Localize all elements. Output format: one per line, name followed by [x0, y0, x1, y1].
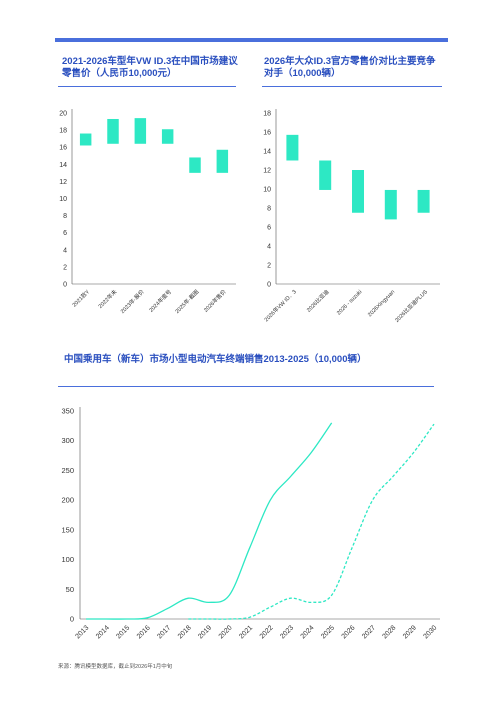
- chart1-y-tick-label: 0: [63, 282, 67, 289]
- chart1-y-tick-label: 4: [63, 247, 67, 254]
- chart3-x-tick-label: 2029: [402, 624, 418, 640]
- chart3-x-tick-label: 2013: [74, 624, 90, 640]
- chart3-y-tick-label: 150: [61, 525, 74, 534]
- chart2-x-tick-label: 2026Xingyuan: [367, 289, 396, 318]
- chart2-x-tick-label: 2026比亚迪: [305, 287, 331, 313]
- chart1-x-tick-label: 2022年未: [96, 287, 118, 309]
- chart3-title: 中国乘用车（新车）市场小型电动汽车终端销售2013-2025（10,000辆）: [64, 354, 367, 365]
- chart2-y-tick-label: 16: [263, 130, 271, 137]
- chart3-x-tick-label: 2020: [218, 624, 234, 640]
- chart2-x-tick-label: 2026比亚迪PLUS: [393, 288, 429, 324]
- chart1-x-tick-label: 2023年·股价: [118, 287, 146, 315]
- chart1-bar: [134, 118, 147, 144]
- chart2-title: 2026年大众ID.3官方零售价对比主要竞争对手（10,000辆）: [264, 56, 436, 79]
- chart2-y-tick-label: 8: [267, 206, 271, 213]
- chart1-bar: [107, 118, 119, 144]
- chart3-y-tick-label: 250: [61, 466, 74, 475]
- chart2-y-tick-label: 12: [263, 168, 271, 175]
- chart2-bar: [417, 189, 430, 213]
- chart1-title: 2021-2026车型年VW ID.3在中国市场建议零售价（人民币10,000元…: [62, 56, 238, 79]
- chart1-x-tick-label: 2025年·截图: [173, 287, 201, 315]
- chart1-title-underline: [58, 86, 236, 87]
- chart3-y-tick-label: 100: [61, 555, 74, 564]
- chart3-x-tick-label: 2015: [115, 624, 131, 640]
- chart1-y-tick-label: 8: [63, 213, 67, 220]
- chart3-y-tick-label: 300: [61, 436, 74, 445]
- chart3-x-tick-label: 2022: [259, 624, 275, 640]
- chart2-y-tick-label: 10: [263, 187, 271, 194]
- chart3-x-tick-label: 2030: [422, 624, 438, 640]
- chart2-bar: [286, 134, 299, 161]
- top-accent-bar: [55, 38, 448, 42]
- chart3-x-tick-label: 2026: [341, 624, 357, 640]
- chart2-y-tick-label: 2: [267, 263, 271, 270]
- chart2-y-tick-label: 14: [263, 149, 271, 156]
- chart3-x-tick-label: 2027: [361, 624, 377, 640]
- chart1-y-tick-label: 12: [59, 179, 67, 186]
- chart1-x-tick-label: 2026年售价: [202, 287, 228, 313]
- chart3-x-tick-label: 2028: [382, 624, 398, 640]
- chart1-y-tick-label: 18: [59, 128, 67, 135]
- chart3-x-tick-label: 2023: [279, 624, 295, 640]
- chart1-x-tick-label: 2021款Y: [70, 288, 91, 309]
- chart1-bar: [189, 157, 201, 173]
- chart2-bar: [384, 189, 397, 220]
- chart3-y-tick-label: 50: [66, 585, 74, 594]
- chart3-x-tick-label: 2014: [95, 624, 111, 640]
- chart1-y-tick-label: 14: [59, 162, 67, 169]
- chart3-x-tick-label: 2024: [300, 624, 316, 640]
- chart3-y-tick-label: 350: [61, 407, 74, 416]
- chart2-title-underline: [262, 86, 442, 87]
- chart2-y-tick-label: 0: [267, 282, 271, 289]
- chart3-y-tick-label: 0: [70, 615, 74, 624]
- chart1-y-tick-label: 20: [59, 111, 67, 118]
- chart3-series-line-1: [86, 422, 333, 620]
- chart3-x-tick-label: 2025: [320, 624, 336, 640]
- chart2-y-tick-label: 4: [267, 244, 271, 251]
- chart1-y-tick-label: 2: [63, 264, 67, 271]
- chart3-x-tick-label: 2018: [177, 624, 193, 640]
- chart2-x-tick-label: 2026 ‑ suzuki: [336, 289, 363, 316]
- chart1-x-tick-label: 2024年度号: [147, 287, 173, 313]
- chart1-bar: [161, 129, 174, 144]
- chart3-title-underline: [58, 386, 434, 387]
- chart3-x-tick-label: 2016: [136, 624, 152, 640]
- chart3-series-line-2: [188, 423, 435, 620]
- chart2-y-tick-label: 18: [263, 111, 271, 118]
- chart3-x-tick-label: 2017: [156, 624, 172, 640]
- chart1-bar: [79, 133, 92, 146]
- source-note: 来源：腾讯模型数据库，截止到2026年1月中旬: [58, 664, 173, 670]
- chart3-y-tick-label: 200: [61, 496, 74, 505]
- chart3-x-tick-label: 2021: [238, 624, 254, 640]
- chart1-y-tick-label: 10: [59, 196, 67, 203]
- chart3-x-tick-label: 2019: [197, 624, 213, 640]
- chart2-x-tick-label: 2026年VW ID．3: [262, 288, 297, 323]
- chart2-bar: [352, 170, 364, 213]
- chart1-y-tick-label: 6: [63, 230, 67, 237]
- chart2-bar: [319, 160, 332, 190]
- chart1-bar: [216, 149, 229, 173]
- chart2-y-tick-label: 6: [267, 225, 271, 232]
- chart1-y-tick-label: 16: [59, 145, 67, 152]
